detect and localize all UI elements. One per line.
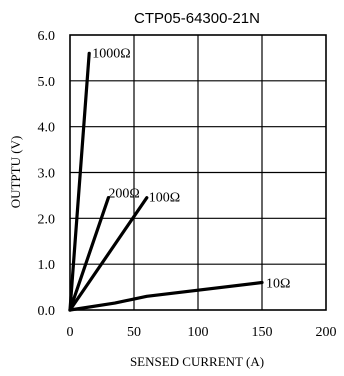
y-tick-label: 0.0 xyxy=(38,304,56,319)
series-line xyxy=(68,280,264,312)
x-tick-label: 50 xyxy=(127,325,141,340)
series-label: 1000Ω xyxy=(92,46,130,61)
series-line xyxy=(68,196,111,312)
y-axis-ticks: 0.0 1.0 2.0 3.0 4.0 5.0 6.0 xyxy=(38,29,56,319)
y-tick-label: 4.0 xyxy=(38,121,56,136)
series-labels: 1000Ω 200Ω 100Ω 10Ω xyxy=(92,46,290,291)
series-label: 100Ω xyxy=(149,191,180,206)
x-tick-label: 0 xyxy=(67,325,74,340)
series-line xyxy=(68,51,91,312)
series-label: 200Ω xyxy=(108,187,139,202)
x-tick-label: 200 xyxy=(316,325,337,340)
series-label: 10Ω xyxy=(266,277,290,292)
plot-frame xyxy=(69,34,327,311)
y-tick-label: 5.0 xyxy=(38,75,56,90)
y-tick-label: 3.0 xyxy=(38,167,56,182)
series-line xyxy=(68,196,149,312)
y-axis-label: OUTPTU (V) xyxy=(8,136,23,209)
y-tick-label: 2.0 xyxy=(38,212,56,227)
x-axis-ticks: 0 50 100 150 200 xyxy=(67,325,337,340)
x-tick-label: 100 xyxy=(188,325,209,340)
y-tick-label: 6.0 xyxy=(38,29,56,44)
x-tick-label: 150 xyxy=(252,325,273,340)
x-axis-label: SENSED CURRENT (A) xyxy=(130,354,264,369)
grid xyxy=(70,35,326,310)
series-lines xyxy=(68,51,264,312)
chart-title: CTP05-64300-21N xyxy=(134,10,260,27)
y-tick-label: 1.0 xyxy=(38,258,56,273)
